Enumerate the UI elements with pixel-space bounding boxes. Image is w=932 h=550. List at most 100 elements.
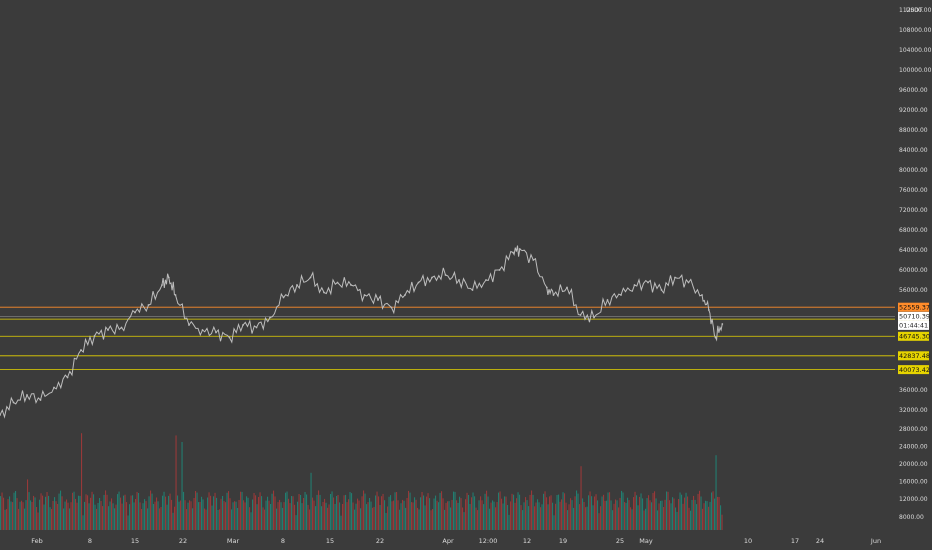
volume-bar bbox=[436, 500, 438, 530]
volume-bar bbox=[345, 494, 347, 530]
volume-bar bbox=[339, 502, 341, 530]
volume-bar bbox=[229, 498, 231, 530]
volume-bar bbox=[138, 493, 140, 530]
price-point bbox=[417, 281, 420, 284]
volume-bar bbox=[175, 435, 177, 530]
volume-bar bbox=[594, 496, 596, 530]
volume-bar bbox=[445, 502, 447, 530]
volume-bar bbox=[117, 494, 119, 530]
volume-bar bbox=[307, 504, 309, 530]
volume-bar bbox=[318, 490, 320, 530]
price-point bbox=[39, 399, 42, 401]
volume-bar bbox=[249, 507, 251, 530]
volume-bar bbox=[519, 494, 521, 530]
time-tick-label: 19 bbox=[559, 537, 567, 545]
volume-bar bbox=[456, 500, 458, 530]
volume-bar bbox=[555, 503, 557, 530]
volume-bar bbox=[73, 491, 75, 530]
volume-bar bbox=[168, 495, 170, 530]
volume-bar bbox=[571, 500, 573, 530]
last-price-tag-bg bbox=[898, 311, 929, 321]
volume-bar bbox=[628, 500, 630, 530]
volume-bar bbox=[78, 495, 80, 530]
volume-bar bbox=[82, 515, 84, 530]
volume-bar bbox=[355, 503, 357, 530]
level-tag-bg bbox=[898, 365, 929, 375]
volume-bar bbox=[157, 501, 159, 530]
price-tick-label: 96000.00 bbox=[899, 87, 928, 94]
volume-bar bbox=[525, 497, 527, 530]
volume-bar bbox=[634, 491, 636, 530]
price-line bbox=[0, 245, 723, 419]
volume-bar bbox=[382, 493, 384, 530]
volume-bar bbox=[46, 492, 48, 530]
volume-bar bbox=[397, 500, 399, 530]
price-point bbox=[431, 276, 433, 279]
volume-bar bbox=[676, 511, 678, 530]
volume-bar bbox=[237, 508, 239, 530]
volume-bar bbox=[331, 491, 333, 530]
volume-bar bbox=[471, 497, 473, 530]
volume-tick-label: 24000.00 bbox=[899, 443, 928, 450]
volume-bar bbox=[243, 500, 245, 530]
volume-bar bbox=[184, 500, 186, 530]
time-tick-label: May bbox=[639, 537, 653, 545]
volume-bar bbox=[447, 501, 449, 530]
volume-bar bbox=[75, 498, 77, 530]
price-point bbox=[161, 284, 163, 286]
volume-bar bbox=[526, 500, 528, 530]
volume-bar bbox=[391, 501, 393, 530]
volume-bar bbox=[415, 499, 417, 530]
last-price-tag: 50710.39 bbox=[899, 313, 930, 321]
volume-bar bbox=[565, 502, 567, 530]
volume-bar bbox=[598, 513, 600, 530]
volume-bar bbox=[588, 495, 590, 530]
volume-bar bbox=[573, 507, 575, 530]
volume-bar bbox=[712, 491, 714, 530]
price-point bbox=[120, 326, 123, 329]
volume-bar bbox=[45, 496, 47, 530]
volume-bar bbox=[420, 497, 422, 530]
volume-bar bbox=[597, 500, 599, 530]
volume-bar bbox=[178, 501, 180, 530]
volume-bar bbox=[120, 497, 122, 530]
volume-bar bbox=[439, 492, 441, 530]
volume-bar bbox=[454, 491, 456, 530]
volume-bar bbox=[258, 497, 260, 530]
volume-bar bbox=[298, 494, 300, 530]
time-axis[interactable]: Feb 8 15 22 Mar 8 15 22 Apr 12:00 12 19 25 May 10 17 24 J… bbox=[31, 537, 881, 545]
volume-bar bbox=[585, 507, 587, 530]
volume-bar bbox=[127, 515, 129, 530]
volume-bar bbox=[690, 510, 692, 530]
volume-bar bbox=[574, 496, 576, 530]
volume-bar bbox=[373, 506, 375, 530]
volume-bar bbox=[286, 491, 288, 530]
price-axis[interactable]: 112000.00 108000.00 104000.00 100000.00 9600… bbox=[899, 7, 932, 414]
volume-bar bbox=[139, 502, 141, 530]
volume-bar bbox=[153, 504, 155, 530]
volume-bar bbox=[364, 493, 366, 530]
volume-bar bbox=[90, 497, 92, 530]
volume-bar bbox=[537, 499, 539, 530]
volume-bar bbox=[396, 492, 398, 530]
volume-bar bbox=[214, 492, 216, 530]
volume-bar bbox=[709, 501, 711, 530]
volume-bar bbox=[486, 490, 488, 530]
volume-bar bbox=[85, 494, 87, 530]
volume-bar bbox=[652, 493, 654, 530]
volume-bar bbox=[375, 495, 377, 530]
volume-bar bbox=[1, 492, 3, 530]
volume-bar bbox=[529, 494, 531, 530]
volume-bar bbox=[121, 503, 123, 530]
price-point bbox=[26, 394, 28, 396]
volume-bar bbox=[72, 492, 74, 530]
volume-bar bbox=[675, 507, 677, 530]
volume-bar bbox=[228, 491, 230, 530]
volume-bar bbox=[358, 500, 360, 530]
volume-bar bbox=[288, 498, 290, 530]
volume-bar bbox=[231, 509, 233, 530]
volume-bar bbox=[484, 493, 486, 530]
volume-bar bbox=[577, 493, 579, 530]
